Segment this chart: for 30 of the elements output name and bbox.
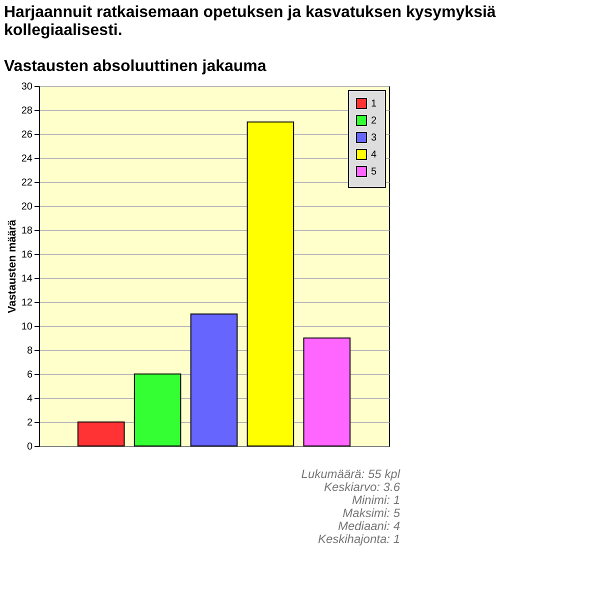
y-tick-label: 20 [21,202,33,212]
y-tick-label: 30 [21,82,33,92]
chart-subtitle: Vastausten absoluuttinen jakauma [4,58,268,76]
text: Lukumäärä: 55 kpl [300,467,400,481]
y-tick-label: 2 [26,418,33,428]
chart-title: Harjaannuit ratkaisemaan opetuksen ja kasvatuksen kysymyksiä kollegiaalisesti. [4,4,497,40]
y-tick-label: 24 [21,154,33,164]
text: Mediaani: 4 [336,519,400,533]
y-tick-label: 6 [26,370,33,380]
y-axis-title: Vastausten määrä [6,218,18,314]
legend-label: 2 [371,116,377,126]
legend-label: 3 [371,132,377,144]
y-tick-label: 18 [21,226,33,236]
y-tick-label: 4 [26,394,33,404]
y-tick-label: 16 [21,250,33,260]
y-tick-label: 28 [21,106,33,116]
y-tick-label: 14 [21,274,33,284]
text: Keskiarvo: 3.6 [322,480,400,494]
legend-label: 5 [371,166,377,178]
y-tick-label: 10 [21,322,33,332]
y-tick-label: 26 [21,130,33,140]
legend-label: 1 [371,98,377,110]
y-tick-label: 8 [26,346,33,356]
text: Maksimi: 5 [342,506,400,520]
y-tick-label: 0 [26,442,33,452]
legend-label: 4 [371,150,377,160]
y-tick-label: 22 [21,178,33,188]
y-tick-label: 12 [21,298,33,308]
text: Keskihajonta: 1 [316,532,400,546]
text: Minimi: 1 [350,493,400,507]
